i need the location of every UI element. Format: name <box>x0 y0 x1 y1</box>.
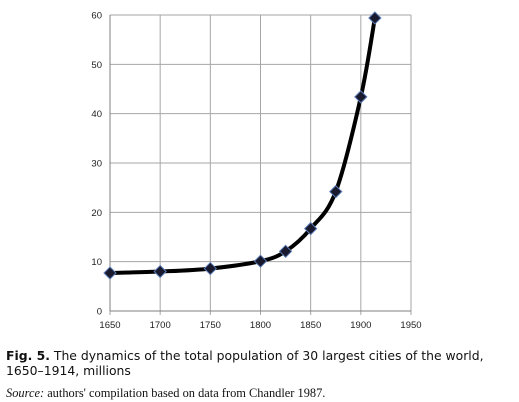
x-tick-label: 1950 <box>400 320 421 331</box>
x-tick-label: 1700 <box>150 320 171 331</box>
figure-caption: Fig. 5. The dynamics of the total popula… <box>6 348 514 378</box>
data-point-marker <box>103 266 117 280</box>
data-point-marker <box>354 90 368 104</box>
figure-caption-text: The dynamics of the total population of … <box>6 348 484 378</box>
data-point-marker <box>203 261 218 276</box>
series-line-layer <box>109 17 377 276</box>
x-tick-label: 1650 <box>99 320 120 331</box>
y-tick-label: 40 <box>91 109 102 120</box>
x-tick-labels: 1650 1700 1750 1800 1850 1900 1950 <box>99 320 421 331</box>
x-tick-label: 1900 <box>350 320 371 331</box>
x-tick-label: 1800 <box>250 320 271 331</box>
source-note: Source: authors' compilation based on da… <box>6 386 514 401</box>
chart-area: 1650 1700 1750 1800 1850 1900 1950 0 10 20 30 40 50… <box>91 11 421 332</box>
y-tick-label: 60 <box>91 11 102 22</box>
grid <box>109 14 412 312</box>
x-tick-label: 1850 <box>300 320 321 331</box>
series-line <box>109 17 377 276</box>
y-tick-label: 20 <box>91 208 102 219</box>
y-tick-label: 50 <box>91 60 102 71</box>
source-text: authors' compilation based on data from … <box>47 386 326 400</box>
source-label: Source: <box>6 386 45 400</box>
data-point-marker <box>278 244 293 259</box>
data-point-marker <box>303 221 318 236</box>
figure-number: Fig. 5. <box>6 348 50 363</box>
marker-layer <box>103 11 382 280</box>
data-point-marker <box>368 11 382 25</box>
data-point-marker <box>329 184 343 199</box>
x-tick-label: 1750 <box>200 320 221 331</box>
axes <box>109 15 412 315</box>
y-tick-label: 0 <box>97 307 102 318</box>
data-point-marker <box>153 264 167 279</box>
y-tick-label: 10 <box>91 257 102 268</box>
y-tick-label: 30 <box>91 159 102 170</box>
data-point-marker <box>253 254 268 268</box>
line-chart: 1650 1700 1750 1800 1850 1900 1950 0 10 20 30 40 50… <box>91 11 421 332</box>
y-tick-labels: 0 10 20 30 40 50 60 <box>91 11 102 318</box>
